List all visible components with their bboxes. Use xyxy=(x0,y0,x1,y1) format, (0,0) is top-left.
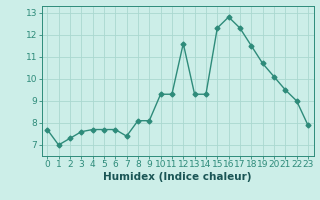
X-axis label: Humidex (Indice chaleur): Humidex (Indice chaleur) xyxy=(103,172,252,182)
